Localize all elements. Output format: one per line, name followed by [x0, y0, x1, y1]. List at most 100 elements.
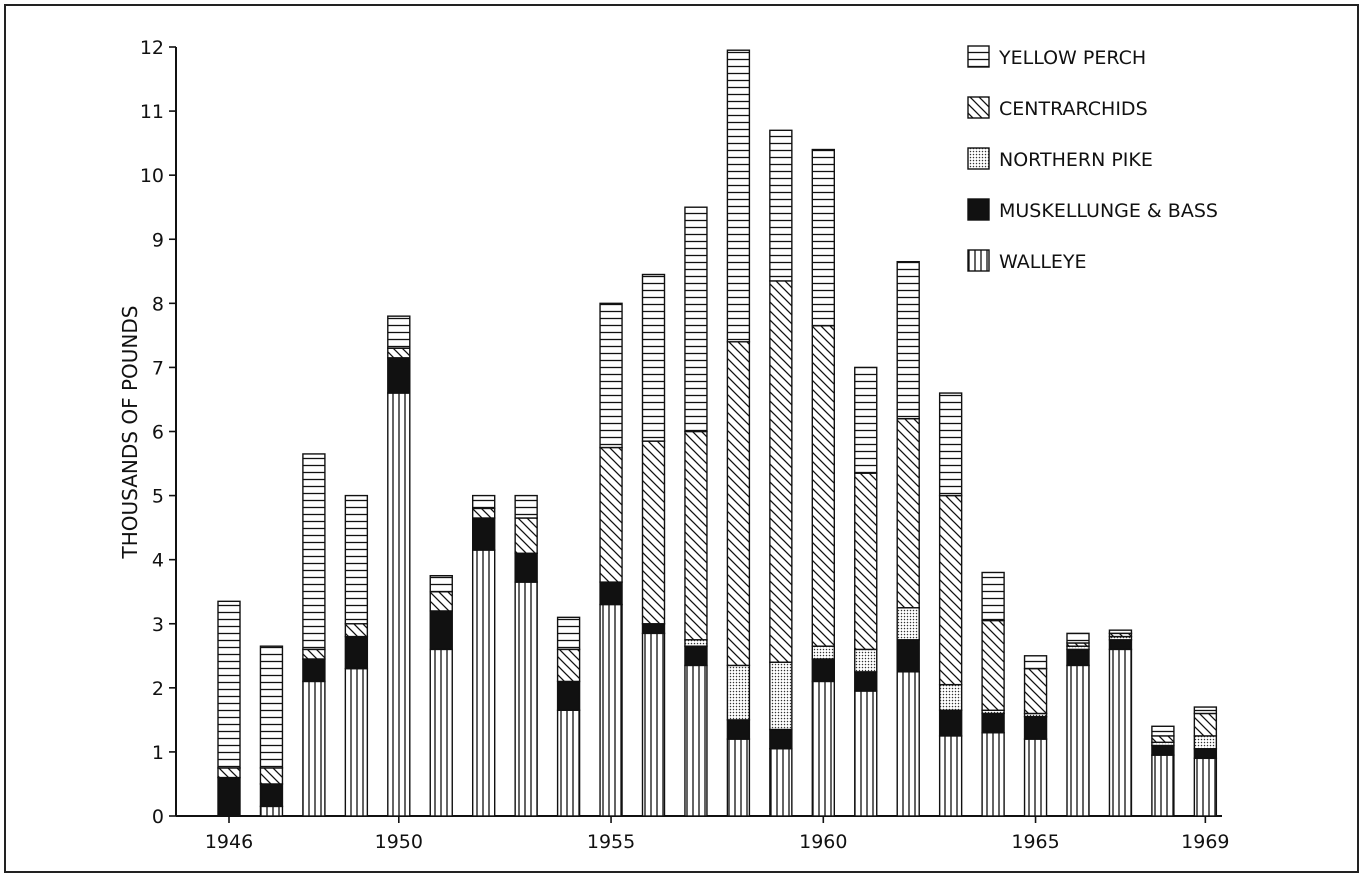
bar-muskellunge_bass-1955 — [599, 581, 623, 606]
y-tick-label: 0 — [152, 806, 164, 828]
legend-label-northern_pike: NORTHERN PIKE — [999, 149, 1153, 171]
bar-walleye-1956 — [641, 632, 666, 817]
bar-centrarchids-1949 — [344, 623, 369, 638]
y-tick-label: 7 — [152, 357, 164, 379]
bar-northern_pike-1963 — [938, 683, 963, 711]
bar-stack-1969 — [1193, 706, 1218, 817]
bar-centrarchids-1969 — [1193, 712, 1218, 737]
bar-stack-1948 — [302, 453, 326, 817]
bar-stack-1952 — [472, 494, 496, 817]
bar-stack-1964 — [981, 571, 1005, 817]
bar-muskellunge_bass-1950 — [387, 357, 411, 394]
y-tick-label: 1 — [152, 742, 164, 764]
bar-northern_pike-1957 — [684, 639, 708, 647]
bar-muskellunge_bass-1964 — [981, 712, 1005, 734]
legend-label-muskellunge_bass: MUSKELLUNGE & BASS — [999, 200, 1218, 222]
legend: YELLOW PERCH CENTRARCHIDS NORTHERN PIKE MUS… — [967, 45, 1218, 273]
bar-yellow_perch-1962 — [896, 260, 920, 420]
y-tick-label: 9 — [152, 229, 164, 251]
bar-yellow_perch-1952 — [472, 494, 496, 510]
bar-northern_pike-1969 — [1193, 735, 1218, 750]
bar-stack-1956 — [641, 273, 666, 817]
bar-walleye-1953 — [514, 581, 538, 817]
bar-muskellunge_bass-1951 — [429, 610, 453, 651]
bar-muskellunge_bass-1961 — [854, 671, 878, 692]
bar-muskellunge_bass-1949 — [344, 635, 369, 670]
bar-muskellunge_bass-1968 — [1151, 744, 1175, 756]
legend-item-yellow_perch: YELLOW PERCH — [967, 45, 1146, 69]
bar-yellow_perch-1965 — [1023, 655, 1048, 670]
legend-label-centrarchids: CENTRARCHIDS — [999, 98, 1148, 120]
bar-walleye-1965 — [1023, 738, 1048, 817]
bar-walleye-1961 — [854, 690, 878, 817]
bar-yellow_perch-1967 — [1108, 629, 1133, 635]
bar-muskellunge_bass-1954 — [556, 680, 581, 711]
bar-walleye-1951 — [429, 648, 453, 817]
bar-stack-1965 — [1023, 655, 1048, 817]
y-tick-label: 2 — [152, 678, 164, 700]
bar-stack-1957 — [684, 206, 708, 817]
bar-muskellunge_bass-1963 — [938, 709, 963, 737]
bar-centrarchids-1968 — [1151, 735, 1175, 744]
bar-centrarchids-1952 — [472, 507, 496, 519]
bar-stack-1961 — [854, 366, 878, 817]
bar-walleye-1948 — [302, 680, 326, 817]
bars — [217, 49, 1218, 817]
bar-yellow_perch-1957 — [684, 206, 708, 433]
bar-walleye-1960 — [811, 680, 835, 817]
x-tick-label: 1969 — [1181, 831, 1229, 853]
bar-walleye-1968 — [1151, 754, 1175, 817]
bar-centrarchids-1959 — [769, 280, 793, 663]
bar-walleye-1962 — [896, 671, 920, 817]
bar-centrarchids-1962 — [896, 417, 920, 609]
bar-muskellunge_bass-1952 — [472, 517, 496, 551]
bar-centrarchids-1958 — [726, 341, 751, 667]
legend-swatch-northern_pike — [967, 147, 990, 170]
bar-stack-1950 — [387, 315, 411, 817]
bar-yellow_perch-1956 — [641, 273, 666, 442]
y-tick-label: 4 — [152, 550, 164, 572]
bar-yellow_perch-1961 — [854, 366, 878, 474]
bar-walleye-1964 — [981, 731, 1005, 817]
bar-walleye-1963 — [938, 735, 963, 817]
bar-stack-1947 — [259, 645, 284, 817]
y-tick-label: 8 — [152, 293, 164, 315]
bar-centrarchids-1961 — [854, 472, 878, 651]
y-tick-label: 11 — [140, 101, 164, 123]
bar-walleye-1958 — [726, 738, 751, 817]
bar-muskellunge_bass-1965 — [1023, 715, 1048, 740]
bar-yellow_perch-1963 — [938, 392, 963, 497]
y-tick-label: 3 — [152, 614, 164, 636]
bar-muskellunge_bass-1947 — [259, 783, 284, 808]
y-tick-label: 12 — [140, 37, 164, 59]
bar-muskellunge_bass-1969 — [1193, 748, 1218, 760]
bar-stack-1955 — [599, 302, 623, 817]
bar-yellow_perch-1958 — [726, 49, 751, 343]
bar-centrarchids-1960 — [811, 325, 835, 647]
bar-centrarchids-1951 — [429, 591, 453, 612]
bar-yellow_perch-1947 — [259, 645, 284, 769]
bar-northern_pike-1958 — [726, 664, 751, 721]
bar-centrarchids-1963 — [938, 494, 963, 686]
bar-walleye-1947 — [259, 805, 284, 817]
bar-yellow_perch-1946 — [217, 600, 241, 769]
bar-centrarchids-1953 — [514, 517, 538, 554]
legend-item-centrarchids: CENTRARCHIDS — [967, 96, 1148, 120]
y-tick-label: 5 — [152, 486, 164, 508]
bar-yellow_perch-1969 — [1193, 706, 1218, 715]
legend-item-walleye: WALLEYE — [967, 249, 1087, 273]
bar-centrarchids-1954 — [556, 648, 581, 683]
x-tick-label: 1946 — [205, 831, 253, 853]
bar-muskellunge_bass-1959 — [769, 728, 793, 750]
y-axis-title: THOUSANDS OF POUNDS — [118, 306, 142, 560]
bar-yellow_perch-1955 — [599, 302, 623, 449]
bar-muskellunge_bass-1953 — [514, 552, 538, 583]
bar-muskellunge_bass-1958 — [726, 719, 751, 740]
bar-stack-1968 — [1151, 725, 1175, 817]
bar-walleye-1969 — [1193, 757, 1218, 817]
bar-yellow_perch-1950 — [387, 315, 411, 349]
bar-northern_pike-1959 — [769, 661, 793, 731]
bar-yellow_perch-1960 — [811, 148, 835, 327]
bar-walleye-1954 — [556, 709, 581, 817]
